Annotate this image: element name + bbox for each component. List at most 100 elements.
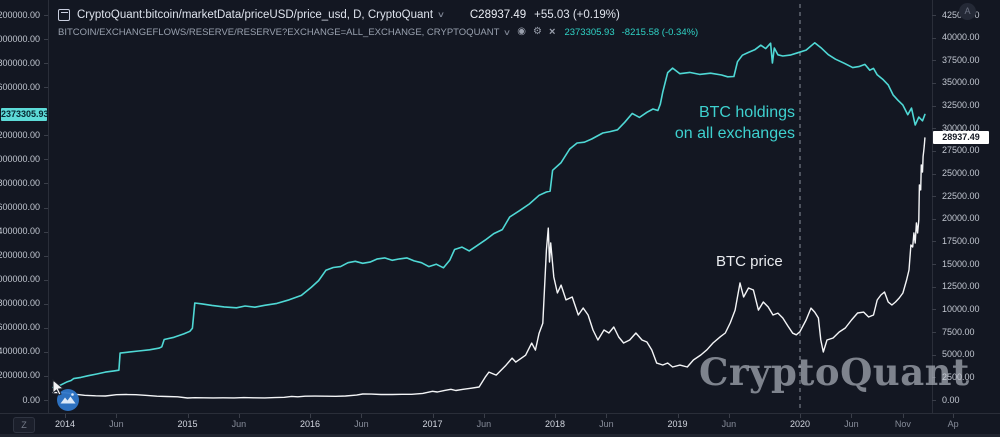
window-bottom-edge bbox=[0, 434, 1000, 437]
holdings-annotation-line1: BTC holdings bbox=[698, 104, 795, 121]
tick-mark bbox=[932, 82, 936, 84]
left-price-axis[interactable]: 3200000.00 3000000.00 2800000.00 2600000.00… bbox=[0, 0, 48, 413]
right-axis-tick-label: 12500.00 bbox=[942, 281, 980, 292]
time-tick-mark bbox=[432, 414, 434, 418]
time-axis-label: Nov bbox=[894, 419, 911, 429]
tick-mark bbox=[932, 37, 936, 39]
time-axis-label: Jun bbox=[109, 419, 124, 429]
chart-type-icon bbox=[58, 8, 70, 21]
time-axis-label: Jun bbox=[231, 419, 247, 429]
left-axis-tick-label: 2800000.00 bbox=[0, 57, 40, 68]
time-axis-label: Ap bbox=[947, 419, 959, 429]
tick-mark bbox=[44, 135, 48, 137]
right-axis-tick-label: 25000.00 bbox=[942, 168, 980, 179]
legend: CryptoQuant:bitcoin/marketData/priceUSD/… bbox=[58, 6, 698, 39]
holdings-annotation: BTC holdings on all exchanges bbox=[675, 102, 795, 144]
reserve-change-value: -8215.58 (-0.34%) bbox=[621, 26, 699, 38]
left-axis-tick-label: 1000000.00 bbox=[0, 274, 40, 285]
close-icon[interactable]: × bbox=[549, 25, 556, 38]
time-axis-label: 2020 bbox=[789, 419, 811, 429]
chevron-down-icon[interactable]: ∨ bbox=[436, 10, 446, 19]
time-axis-separator bbox=[0, 413, 1000, 414]
left-axis-tick-label: 3200000.00 bbox=[0, 9, 40, 20]
tick-mark bbox=[44, 303, 48, 305]
chart-plot-area[interactable] bbox=[0, 0, 1000, 413]
time-tick-mark bbox=[361, 414, 363, 418]
tick-mark bbox=[44, 159, 48, 161]
tick-mark bbox=[44, 39, 48, 41]
time-tick-mark bbox=[310, 414, 311, 418]
right-axis-tick-label: 5000.00 bbox=[942, 349, 975, 360]
right-axis-tick-label: 37500.00 bbox=[942, 54, 980, 65]
series-holdings bbox=[51, 41, 926, 389]
right-axis-tick-label: 22500.00 bbox=[942, 190, 980, 201]
tick-mark bbox=[932, 354, 936, 356]
right-axis-tick-label: 15000.00 bbox=[942, 258, 980, 269]
left-axis-tick-label: 1600000.00 bbox=[0, 202, 40, 212]
tick-mark bbox=[932, 128, 936, 130]
time-axis-label: Jun bbox=[476, 419, 492, 429]
auto-scale-button[interactable]: A bbox=[959, 3, 976, 20]
symbol-title[interactable]: CryptoQuant:bitcoin/marketData/priceUSD/… bbox=[77, 8, 434, 21]
timezone-badge[interactable]: Z bbox=[13, 417, 35, 433]
left-axis-tick-label: 600000.00 bbox=[0, 322, 40, 333]
time-axis-label: Jun bbox=[721, 419, 737, 429]
tick-mark bbox=[932, 264, 936, 266]
reserve-last-value: 2373305.93 bbox=[564, 26, 615, 38]
tick-mark bbox=[932, 173, 936, 175]
tick-mark bbox=[44, 183, 48, 185]
time-axis-label: 2017 bbox=[422, 419, 443, 429]
right-axis-tick-label: 2500.00 bbox=[942, 371, 975, 382]
tick-mark bbox=[932, 60, 936, 62]
time-axis-label: 2019 bbox=[667, 419, 688, 429]
tick-mark bbox=[932, 15, 936, 16]
right-axis-tick-label: 30000.00 bbox=[942, 122, 980, 133]
time-tick-mark bbox=[800, 414, 801, 418]
left-axis-tick-label: 400000.00 bbox=[0, 346, 40, 357]
holdings-annotation-line2: on all exchanges bbox=[674, 125, 795, 142]
right-axis-tick-label: 35000.00 bbox=[942, 77, 980, 88]
time-tick-mark bbox=[238, 414, 240, 418]
reserve-symbol-title[interactable]: BITCOIN/EXCHANGEFLOWS/RESERVE/RESERVE?EX… bbox=[58, 26, 500, 38]
time-axis-label: Jun bbox=[599, 419, 614, 429]
tick-mark bbox=[44, 327, 48, 329]
left-axis-tick-label: 2000000.00 bbox=[0, 153, 40, 164]
left-axis-tick-label: 200000.00 bbox=[0, 370, 40, 381]
right-axis-tick-label: 10000.00 bbox=[942, 303, 980, 314]
tick-mark bbox=[932, 309, 936, 311]
symbol-row-reserve[interactable]: BITCOIN/EXCHANGEFLOWS/RESERVE/RESERVE?EX… bbox=[58, 25, 698, 39]
time-axis[interactable]: 2014 Jun 2015 Jun 2016 Jun 2017 Jun 2018 Jun 2019 J… bbox=[0, 414, 1000, 437]
time-axis-label: Jun bbox=[354, 419, 369, 429]
time-tick-mark bbox=[953, 414, 955, 418]
time-axis-label: 2015 bbox=[177, 419, 198, 429]
right-axis-tick-label: 0.00 bbox=[942, 394, 960, 405]
series-price bbox=[52, 137, 926, 399]
left-axis-tick-label: 0.00 bbox=[22, 394, 40, 405]
left-axis-tick-label: 2600000.00 bbox=[0, 81, 40, 92]
tick-mark bbox=[44, 255, 48, 257]
tick-mark bbox=[932, 218, 936, 220]
chevron-down-icon[interactable]: ∨ bbox=[503, 27, 512, 37]
left-axis-tick-label: 800000.00 bbox=[0, 298, 40, 309]
cryptoquant-watermark: CryptoQuant bbox=[699, 350, 970, 394]
right-axis-tick-label: 7500.00 bbox=[942, 326, 975, 337]
gear-icon[interactable]: ⚙ bbox=[533, 26, 542, 37]
tick-mark bbox=[44, 87, 48, 89]
time-tick-mark bbox=[555, 414, 556, 418]
price-last-value-flag: 28937.49 bbox=[933, 131, 989, 145]
eye-icon[interactable]: ◉ bbox=[517, 26, 527, 37]
tick-mark bbox=[44, 63, 48, 65]
time-tick-mark bbox=[728, 414, 730, 418]
time-tick-mark bbox=[116, 414, 118, 418]
tick-mark bbox=[44, 400, 48, 401]
time-axis-label: 2016 bbox=[299, 419, 321, 429]
time-axis-label: 2014 bbox=[54, 419, 76, 429]
tick-mark bbox=[932, 105, 936, 107]
tick-mark bbox=[44, 375, 48, 377]
tick-mark bbox=[44, 15, 48, 16]
right-axis-tick-label: 32500.00 bbox=[942, 100, 980, 111]
left-axis-tick-label: 1200000.00 bbox=[0, 250, 40, 261]
left-axis-tick-label: 1800000.00 bbox=[0, 177, 40, 188]
symbol-row-price[interactable]: CryptoQuant:bitcoin/marketData/priceUSD/… bbox=[58, 6, 698, 23]
